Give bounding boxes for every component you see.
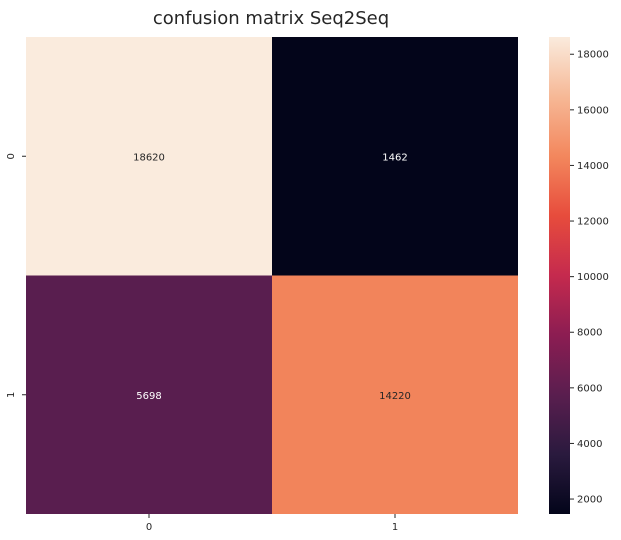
heatmap-cell [272,37,518,276]
colorbar-axis: 2000 4000 6000 8000 10000 12000 14000 16000 1800… [570,50,609,506]
y-axis: 01 [6,153,26,398]
cell-value-label: 14220 [379,391,411,402]
colorbar-tick-label: 2000 [577,495,602,506]
colorbar-tick-label: 18000 [577,50,609,61]
colorbar-tick-label: 16000 [577,105,609,116]
colorbar [549,37,570,514]
cell-value-label: 5698 [136,391,161,402]
heatmap-cell [272,275,518,514]
colorbar-tick-label: 12000 [577,217,609,228]
colorbar-tick-label: 4000 [577,439,602,450]
cell-value-label: 18620 [133,152,165,163]
x-tick-label: 1 [392,522,398,533]
colorbar-tick-label: 10000 [577,272,609,283]
x-tick-label: 0 [146,522,152,533]
colorbar-tick-label: 6000 [577,383,602,394]
heatmap-cell [26,37,272,276]
heatmap-cell [26,275,272,514]
colorbar-tick-label: 8000 [577,328,602,339]
y-tick-label: 1 [6,392,17,398]
heatmap-cells: 18620 1462 5698 14220 [26,37,518,514]
colorbar-tick-label: 14000 [577,161,609,172]
cell-value-label: 1462 [382,152,407,163]
chart-title: confusion matrix Seq2Seq [153,8,389,29]
y-tick-label: 0 [6,153,17,159]
